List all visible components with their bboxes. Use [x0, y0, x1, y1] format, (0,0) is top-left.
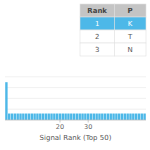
bar [126, 114, 128, 120]
table-cell [114, 17, 146, 30]
bar [87, 114, 89, 120]
grid-line [5, 98, 146, 99]
bar [50, 114, 52, 120]
bar [124, 114, 126, 120]
grid-line [5, 76, 146, 77]
bar [42, 114, 44, 120]
chart: 20 30 Signal Rank (Top 50) Rank P 1 K 2 T 3 N [0, 0, 150, 150]
table-cell [80, 43, 114, 56]
bar [39, 114, 41, 120]
bar [101, 114, 103, 120]
bar [33, 114, 35, 120]
bars [5, 82, 146, 120]
bar [121, 114, 123, 120]
bar [45, 114, 47, 120]
bar [8, 114, 10, 120]
grid-line [5, 87, 146, 88]
bar [81, 114, 83, 120]
table-text: P [128, 7, 133, 15]
bar [19, 114, 21, 120]
bar [93, 114, 95, 120]
table-text: T [127, 33, 133, 41]
bar [59, 114, 61, 120]
table-text: 1 [95, 20, 99, 28]
bar [14, 114, 16, 120]
bar [5, 82, 7, 120]
table: Rank P 1 K 2 T 3 N [80, 4, 146, 56]
bar [98, 114, 100, 120]
bar [25, 114, 27, 120]
table-cell [80, 4, 114, 17]
table-text: 2 [95, 33, 99, 41]
bar [53, 114, 55, 120]
bar [104, 114, 106, 120]
table-cell [114, 43, 146, 56]
bar [48, 114, 50, 120]
x-axis-label: Signal Rank (Top 50) [40, 134, 112, 142]
bar [112, 114, 114, 120]
table-cell [114, 30, 146, 43]
bar [135, 114, 137, 120]
bar [73, 114, 75, 120]
bar [31, 114, 33, 120]
table-cell [80, 30, 114, 43]
table-text: 3 [95, 46, 99, 54]
bar [70, 114, 72, 120]
bar [84, 114, 86, 120]
bar [95, 114, 97, 120]
bar [16, 114, 18, 120]
grid-line [5, 109, 146, 110]
bar [76, 114, 78, 120]
bar [115, 114, 117, 120]
bar [62, 114, 64, 120]
table-text: K [128, 20, 133, 28]
bar [64, 114, 66, 120]
bar [79, 114, 81, 120]
bar [28, 114, 30, 120]
table-cell [80, 17, 114, 30]
bar [107, 114, 109, 120]
bar [22, 114, 24, 120]
bar [90, 114, 92, 120]
bar [141, 114, 143, 120]
bar [138, 114, 140, 120]
table-text: Rank [87, 7, 107, 15]
bar [110, 114, 112, 120]
bar [11, 114, 13, 120]
table-text: N [128, 46, 133, 54]
bar [67, 114, 69, 120]
bar [143, 114, 145, 120]
tick-label: 30 [84, 123, 92, 131]
x-axis [5, 120, 146, 121]
table-cell [114, 4, 146, 17]
bar [132, 114, 134, 120]
bar [36, 114, 38, 120]
bar [118, 114, 120, 120]
tick-label: 20 [56, 123, 64, 131]
bar [56, 114, 58, 120]
bar [129, 114, 131, 120]
